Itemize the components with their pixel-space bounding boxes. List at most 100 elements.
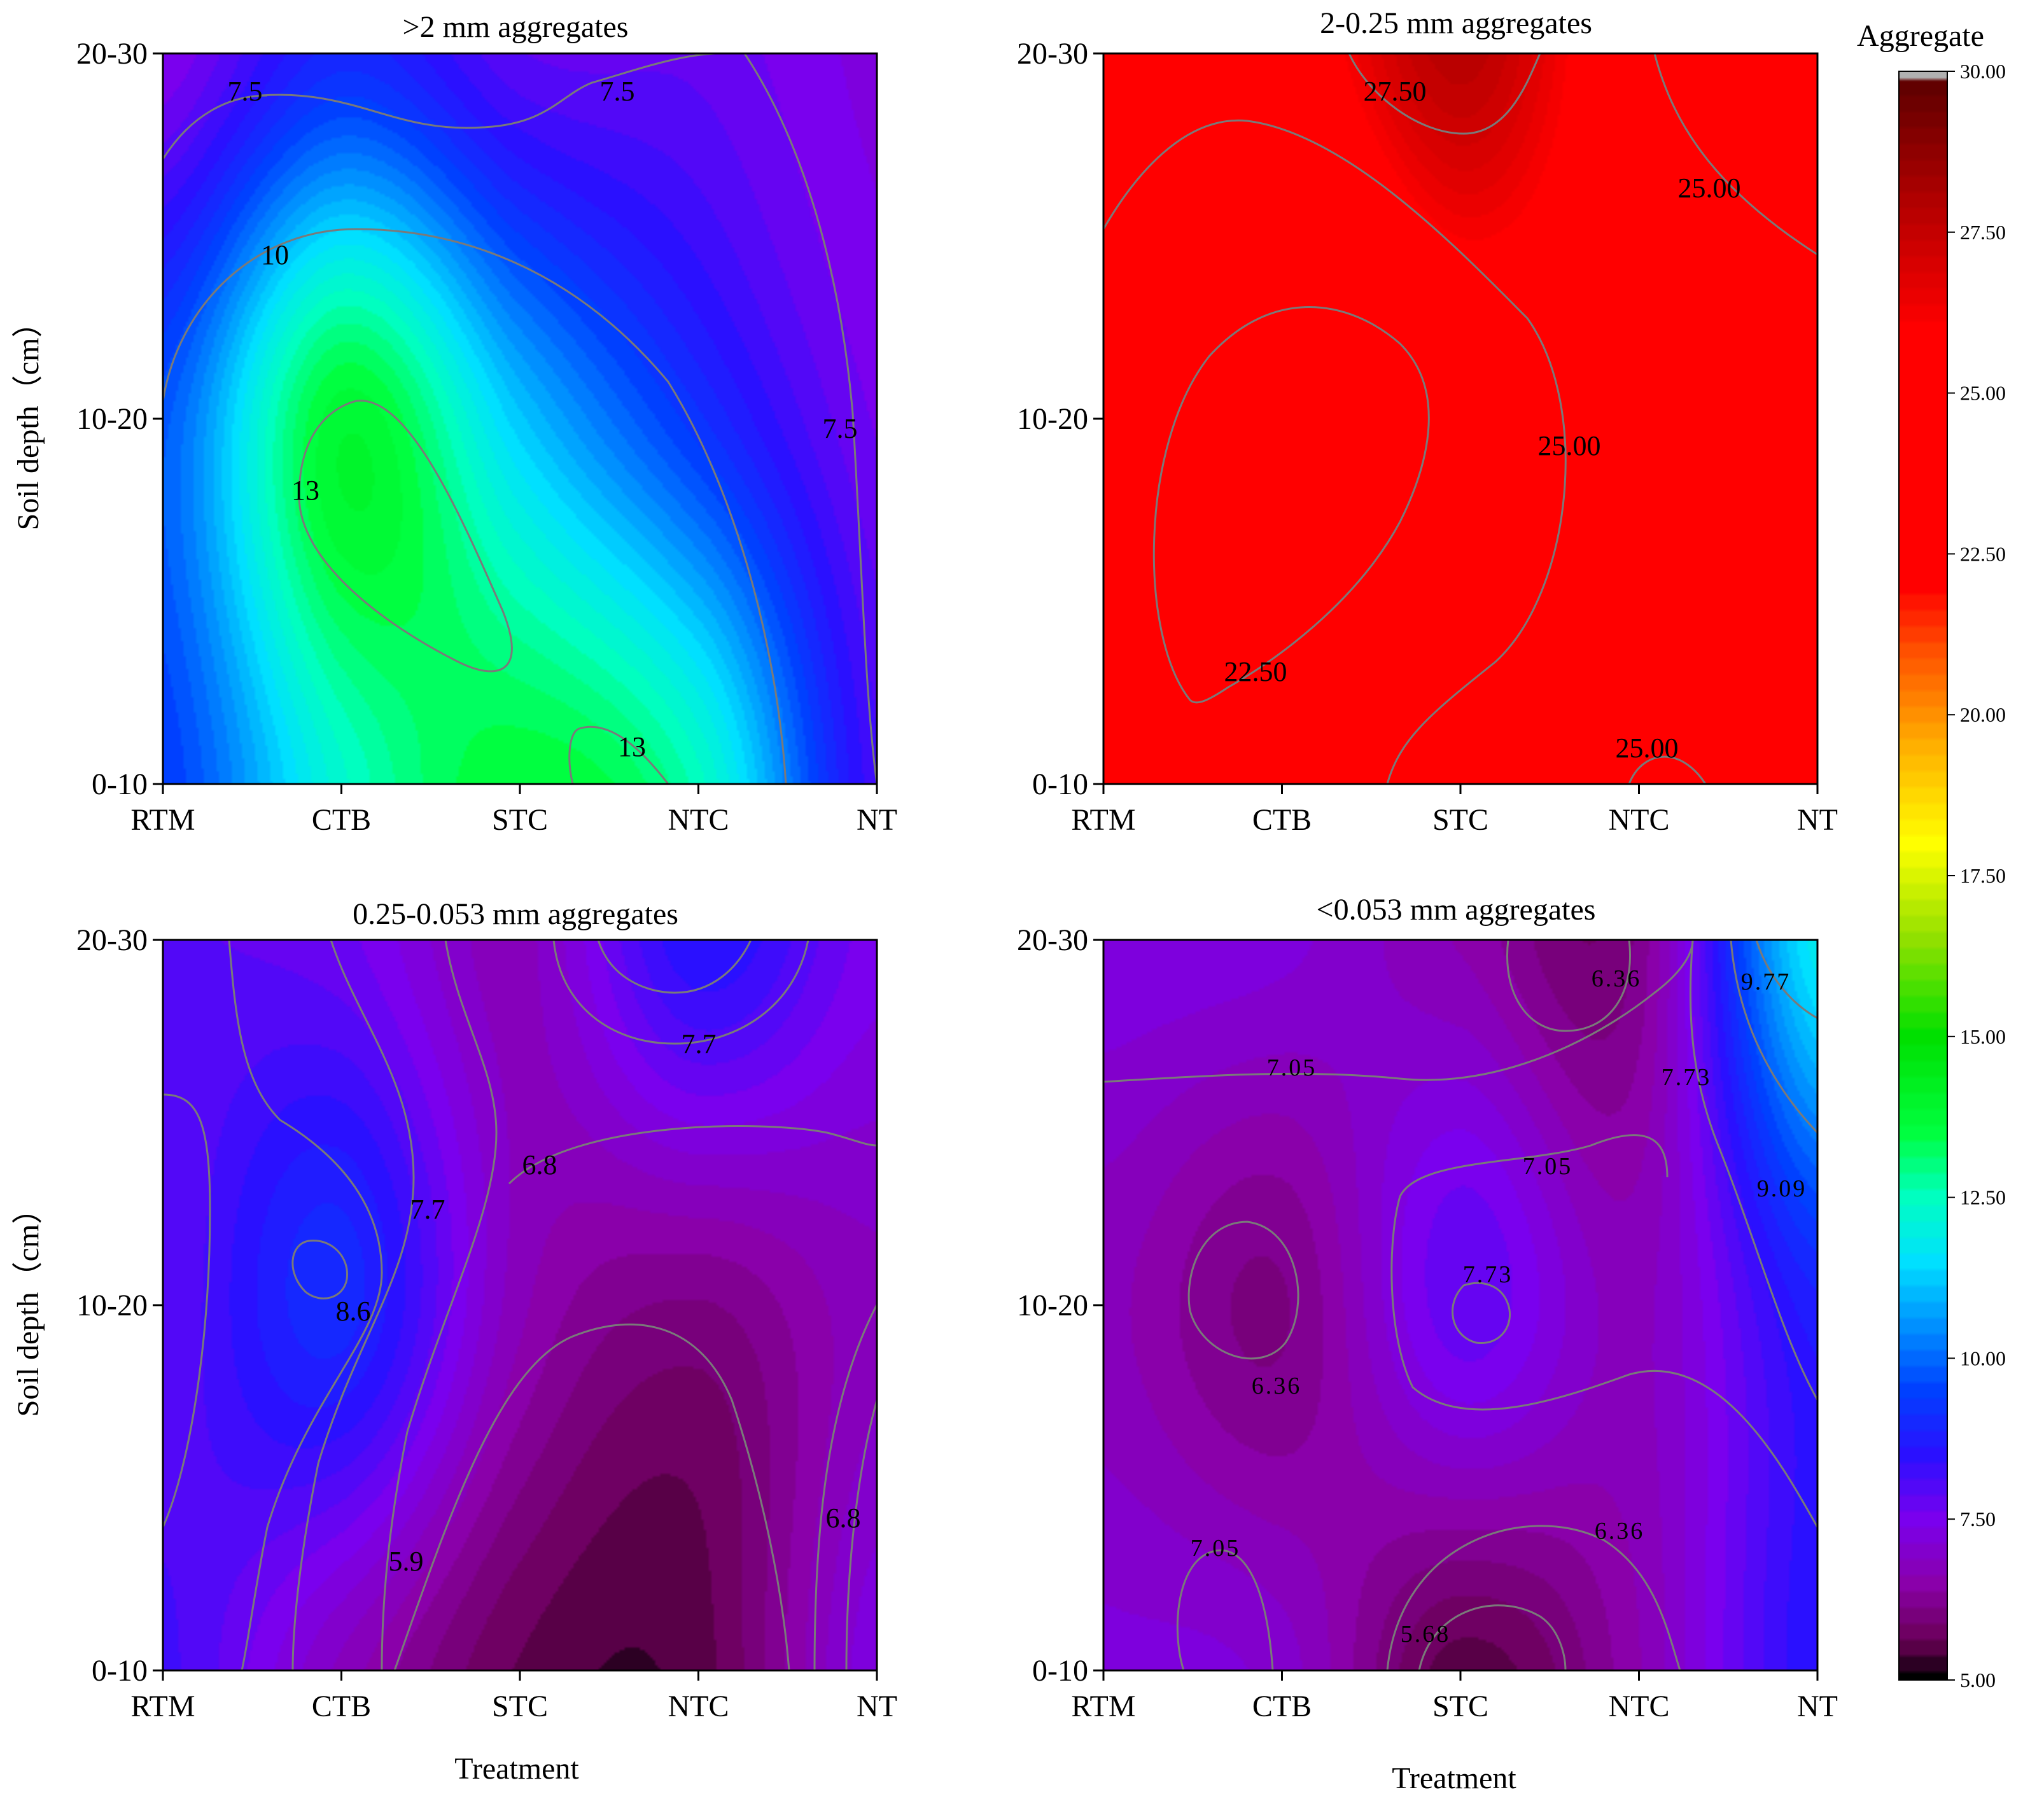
contour-label: 6.8 — [522, 1149, 557, 1180]
colorbar-image — [1899, 71, 1947, 1680]
contour-line — [163, 228, 787, 784]
contour-lines-025-0053mm — [163, 940, 877, 1670]
x-tick-label: STC — [1432, 803, 1488, 837]
x-axis-title-right: Treatment — [1392, 1761, 1516, 1795]
y-tick-label: 10-20 — [1017, 402, 1088, 436]
contour-label: 7.7 — [410, 1194, 445, 1225]
contour-line — [228, 940, 383, 1670]
contour-label: 7.7 — [682, 1028, 717, 1060]
contour-line — [1653, 53, 1817, 256]
contour-label: 7.05 — [1267, 1054, 1317, 1081]
colorbar-tick-label: 30.00 — [1960, 60, 2006, 83]
contour-label: 7.5 — [823, 413, 858, 444]
colorbar-tick-label: 12.50 — [1960, 1186, 2006, 1209]
x-tick-label: NTC — [668, 803, 729, 837]
colorbar-tick-label: 5.00 — [1960, 1669, 1996, 1691]
y-axis-title-bottom: Soil depth（cm） — [11, 1194, 45, 1417]
y-tick-label: 10-20 — [1017, 1289, 1088, 1322]
contour-line — [1103, 119, 1567, 784]
contour-line — [597, 940, 752, 994]
panel-2-025mm: 2-0.25 mm aggregates 27.50 25.00 25.00 2… — [1102, 6, 1819, 785]
contour-labels: 6.36 9.77 7.05 7.73 7.05 9.09 7.73 6.36 … — [1191, 965, 1807, 1648]
contour-label: 8.6 — [336, 1296, 371, 1327]
panel-025-0053mm: 0.25-0.053 mm aggregates 7.7 6.8 7.7 8.6… — [162, 897, 878, 1672]
contour-line — [393, 1323, 790, 1670]
contour-label: 5.9 — [389, 1546, 424, 1577]
contour-label: 5.68 — [1401, 1621, 1451, 1648]
contour-line — [1418, 1604, 1567, 1670]
contour-line — [1689, 940, 1817, 1401]
contour-label: 7.73 — [1463, 1261, 1513, 1288]
x-tick-label: RTM — [1071, 1690, 1135, 1723]
contour-line — [743, 53, 877, 784]
y-tick-label: 0-10 — [92, 1654, 148, 1688]
contour-label: 6.36 — [1592, 965, 1642, 992]
x-tick-label: NT — [1797, 803, 1838, 837]
panel-gt2mm: >2 mm aggregates 7.5 7.5 10 7.5 13 13 — [162, 10, 878, 785]
x-tick-label: RTM — [130, 803, 195, 837]
y-tick-label: 20-30 — [76, 923, 148, 957]
contour-line — [813, 1304, 877, 1670]
x-tick-label: RTM — [130, 1690, 195, 1723]
contour-label: 7.5 — [228, 76, 263, 107]
contour-label: 25.00 — [1538, 430, 1601, 461]
y-tick-label: 0-10 — [1032, 1654, 1088, 1688]
x-tick-label: CTB — [312, 803, 371, 837]
colorbar-tick-label: 25.00 — [1960, 382, 2006, 405]
x-tick-label: CTB — [1252, 803, 1312, 837]
contour-label: 7.5 — [600, 76, 635, 107]
contour-line — [1187, 1221, 1299, 1360]
contour-line — [381, 940, 498, 1670]
colorbar-tick-label: 7.50 — [1960, 1508, 1996, 1530]
contour-labels: 27.50 25.00 25.00 22.50 25.00 — [1224, 76, 1741, 764]
y-tick-label: 10-20 — [76, 402, 148, 436]
contour-line — [1628, 755, 1707, 784]
contour-line — [298, 400, 513, 673]
x-tick-label: STC — [492, 1690, 548, 1723]
contour-lines-lt0053mm — [1103, 940, 1817, 1670]
colorbar-tick-label: 20.00 — [1960, 703, 2006, 726]
contour-line — [1390, 1196, 1817, 1528]
x-tick-label: CTB — [312, 1690, 371, 1723]
contour-label: 9.09 — [1757, 1175, 1807, 1202]
colorbar-tick-label: 10.00 — [1960, 1347, 2006, 1369]
y-tick-label: 20-30 — [76, 37, 148, 71]
contour-fill-025-0053mm — [163, 940, 877, 1670]
x-tick-label: STC — [1432, 1690, 1488, 1723]
x-axis-title-left: Treatment — [454, 1752, 579, 1786]
contour-line — [508, 1125, 877, 1185]
contour-fill-2-025mm — [1103, 53, 1817, 784]
colorbar: Aggregate 30.00 27.50 25.00 22.50 20.00 17.50… — [1857, 19, 2006, 1691]
colorbar-tick-label: 17.50 — [1960, 864, 2006, 887]
y-tick-label: 0-10 — [92, 767, 148, 801]
contour-label: 7.05 — [1191, 1535, 1241, 1562]
contour-labels: 7.7 6.8 7.7 8.6 5.9 6.8 — [336, 1028, 861, 1577]
contour-label: 25.00 — [1616, 732, 1679, 764]
contour-line — [1176, 1549, 1274, 1670]
x-tick-label: NT — [857, 803, 897, 837]
panel-title: >2 mm aggregates — [403, 10, 629, 44]
colorbar-tick-label: 15.00 — [1960, 1025, 2006, 1048]
contour-line — [1755, 940, 1817, 1019]
colorbar-title: Aggregate — [1857, 19, 1984, 53]
contour-line — [291, 940, 415, 1670]
contour-label: 13 — [291, 475, 319, 506]
x-tick-label: NTC — [668, 1690, 729, 1723]
panel-title: 2-0.25 mm aggregates — [1320, 6, 1592, 40]
contour-line — [568, 725, 669, 784]
y-tick-label: 20-30 — [1017, 923, 1088, 957]
contour-label: 27.50 — [1364, 76, 1427, 107]
x-tick-label: RTM — [1071, 803, 1135, 837]
x-tick-label: NT — [857, 1690, 897, 1723]
x-tick-label: NTC — [1609, 803, 1670, 837]
contour-label: 6.36 — [1595, 1518, 1645, 1544]
x-tick-label: NT — [1797, 1690, 1838, 1723]
contour-label: 10 — [261, 239, 289, 270]
contour-labels: 7.5 7.5 10 7.5 13 13 — [228, 76, 858, 762]
contour-line — [1506, 940, 1631, 1032]
contour-line — [552, 940, 809, 1045]
contour-label: 22.50 — [1224, 656, 1287, 687]
contour-label: 6.36 — [1252, 1373, 1302, 1399]
contour-line — [1152, 306, 1430, 704]
